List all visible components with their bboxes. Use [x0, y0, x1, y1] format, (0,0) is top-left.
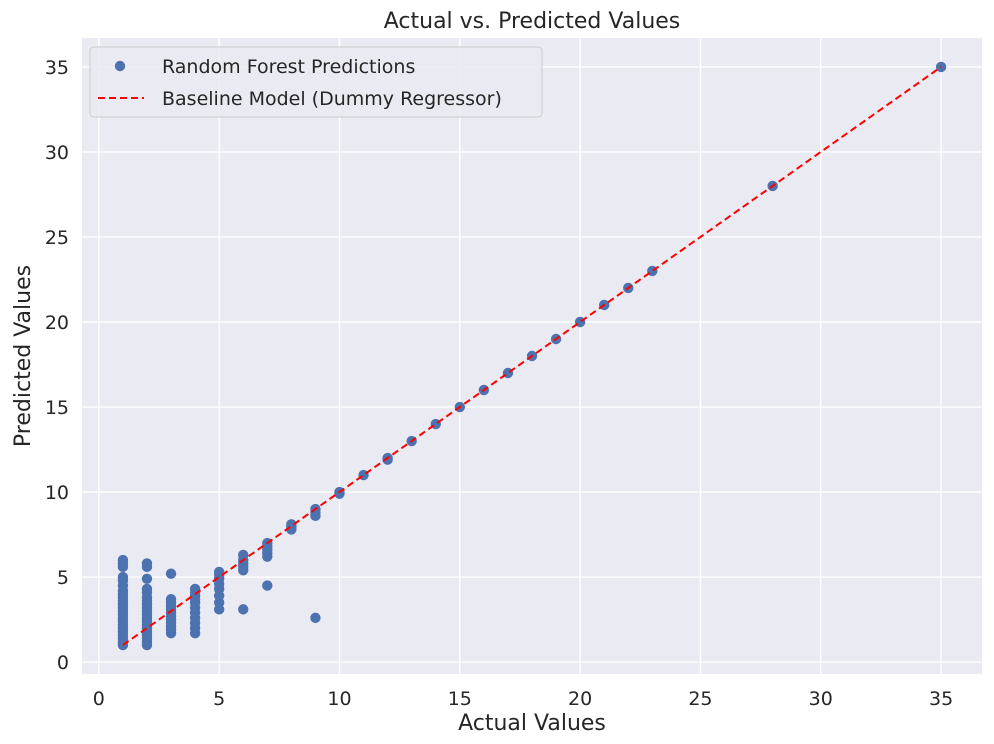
legend-marker-scatter — [114, 60, 126, 72]
chart-title: Actual vs. Predicted Values — [384, 9, 681, 34]
legend-box — [89, 46, 543, 118]
data-point — [165, 593, 177, 605]
y-tick-label: 15 — [45, 397, 69, 419]
y-tick-label: 10 — [45, 482, 69, 504]
legend: Random Forest Predictions Baseline Model… — [89, 46, 543, 118]
x-tick-label: 35 — [929, 688, 953, 710]
x-tick-label: 30 — [809, 688, 833, 710]
data-point — [238, 549, 249, 561]
x-tick-label: 15 — [448, 688, 472, 710]
baseline-line-layer — [122, 66, 942, 646]
y-tick-label: 0 — [57, 652, 69, 674]
y-tick-label: 25 — [45, 227, 69, 249]
data-point — [117, 571, 129, 583]
x-tick-label: 5 — [213, 688, 225, 710]
grid — [82, 38, 982, 674]
tick-labels: 0 5 10 15 20 25 30 35 0 5 10 15 20 25 30 35 — [45, 57, 953, 710]
data-point — [262, 580, 273, 591]
data-point — [141, 583, 153, 595]
y-tick-label: 30 — [45, 142, 69, 164]
data-point — [141, 573, 153, 584]
legend-label-baseline: Baseline Model (Dummy Regressor) — [162, 88, 502, 110]
data-point — [117, 554, 129, 566]
y-tick-label: 5 — [57, 567, 69, 589]
y-axis-label: Predicted Values — [11, 265, 36, 447]
x-tick-label: 10 — [327, 688, 351, 710]
data-point — [165, 568, 177, 579]
y-tick-label: 35 — [45, 57, 69, 79]
data-point — [141, 558, 153, 569]
x-tick-label: 20 — [568, 688, 592, 710]
y-tick-label: 20 — [45, 312, 69, 334]
data-point — [310, 612, 321, 624]
data-point — [935, 61, 947, 73]
baseline-line — [122, 66, 942, 646]
data-point — [238, 604, 249, 615]
x-tick-label: 25 — [688, 688, 712, 710]
legend-label-scatter: Random Forest Predictions — [162, 56, 415, 78]
x-tick-label: 0 — [93, 688, 105, 710]
random-forest-points — [117, 61, 947, 651]
x-axis-label: Actual Values — [458, 711, 606, 736]
